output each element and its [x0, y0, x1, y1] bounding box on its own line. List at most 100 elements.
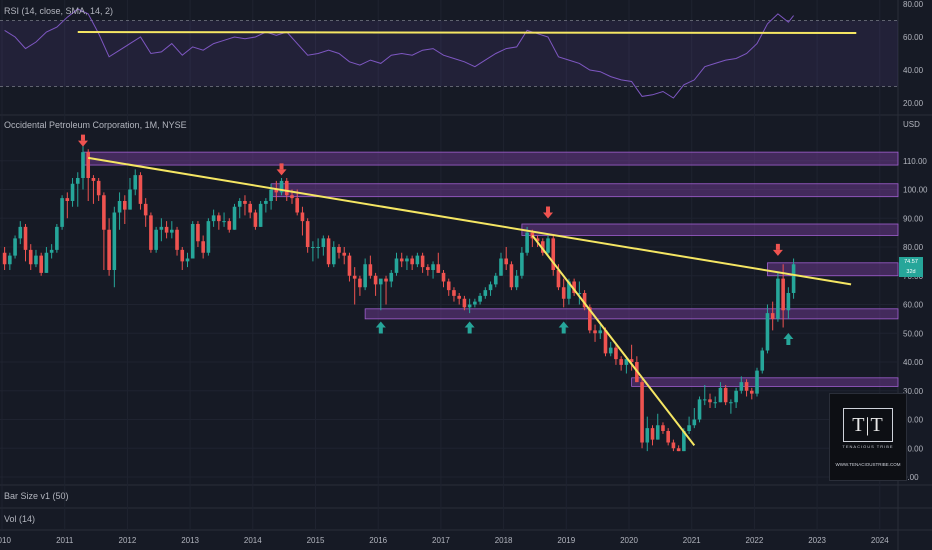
candle-body: [473, 301, 477, 305]
candle-body: [133, 175, 138, 190]
candle-body: [274, 189, 279, 193]
candle-body: [697, 399, 702, 420]
candle-body: [520, 252, 524, 276]
arrow-up-icon: [467, 327, 472, 334]
candle-body: [676, 448, 681, 452]
candle-body: [420, 255, 425, 268]
candle-body: [201, 241, 205, 253]
bar-size-pane-title: Bar Size v1 (50): [4, 491, 69, 501]
resistance-zone: [767, 262, 899, 277]
candle-body: [593, 330, 597, 334]
candle-body: [457, 295, 461, 299]
candle-body: [687, 425, 691, 431]
price-tick-label: 80.00: [903, 243, 924, 252]
candle-body: [514, 275, 519, 288]
candle-body: [765, 313, 770, 351]
rsi-tick-label: 20.00: [903, 99, 924, 108]
last-price-tag: 74.57 32d: [899, 257, 923, 277]
candle-body: [217, 215, 221, 222]
candle-body: [284, 180, 289, 196]
time-tick-label: 2016: [369, 536, 387, 545]
candle-body: [682, 431, 686, 452]
candle-body: [102, 195, 106, 230]
candle-body: [227, 221, 232, 230]
rsi-background: [0, 0, 932, 115]
time-tick-label: 2015: [307, 536, 325, 545]
candle-body: [572, 281, 576, 293]
candle-body: [232, 206, 237, 230]
candle-body: [331, 247, 336, 265]
candle-body: [394, 258, 399, 273]
arrow-up-icon: [558, 321, 569, 328]
candle-body: [483, 290, 488, 296]
time-tick-label: 2013: [181, 536, 199, 545]
time-tick-label: 2018: [495, 536, 513, 545]
resistance-zone: [270, 183, 899, 198]
time-tick-label: 2011: [56, 536, 74, 545]
candle-body: [13, 238, 17, 256]
candle-body: [49, 249, 54, 253]
arrow-up-icon: [786, 339, 791, 345]
candle-body: [347, 255, 352, 276]
candle-body: [540, 241, 545, 253]
candle-body: [81, 152, 85, 178]
candle-body: [666, 431, 670, 443]
candle-body: [488, 284, 493, 291]
candle-body: [734, 390, 738, 403]
rsi-tick-label: 40.00: [903, 66, 924, 75]
rsi-band: [0, 20, 898, 87]
candle-body: [598, 330, 603, 334]
rsi-title: RSI (14, close, SMA, 14, 2): [4, 6, 114, 16]
logo-url: WWW.TENACIOUSTRIBE.COM: [835, 462, 901, 467]
candle-body: [776, 278, 780, 319]
candle-body: [39, 255, 43, 273]
candle-body: [608, 347, 613, 354]
candle-body: [708, 399, 712, 403]
candle-body: [755, 370, 759, 394]
candle-body: [671, 442, 676, 449]
candle-body: [692, 419, 697, 426]
rsi-tick-label: 60.00: [903, 33, 924, 42]
candle-body: [577, 293, 582, 294]
candle-body: [379, 278, 383, 285]
time-tick-label: 2020: [620, 536, 638, 545]
price-tick-label: 10.00: [903, 444, 924, 453]
candle-body: [138, 175, 143, 204]
price-tick-label: 110.00: [903, 157, 927, 166]
candle-body: [582, 293, 587, 308]
time-axis: 2010 2011 2012 2013 2014 2015 2016 2017 2018 2019…: [0, 536, 889, 545]
candle-body: [60, 198, 64, 227]
candle-body: [525, 232, 529, 253]
candle-body: [603, 330, 608, 354]
candle-body: [237, 201, 242, 207]
arrow-down-icon: [80, 134, 85, 141]
price-tick-label: 20.00: [903, 416, 924, 425]
arrow-up-icon: [464, 321, 475, 328]
candle-body: [739, 382, 744, 391]
rsi-panel: 80.00 60.00 40.00 20.00: [0, 0, 924, 108]
candle-body: [159, 226, 164, 230]
price-tick-label: 100.00: [903, 186, 928, 195]
candle-body: [34, 255, 38, 265]
resistance-zone: [521, 223, 899, 236]
candle-body: [478, 295, 482, 302]
candle-body: [713, 402, 718, 404]
candle-body: [248, 203, 252, 213]
price-tick-label: 60.00: [903, 301, 924, 310]
resistance-zone: [364, 308, 899, 320]
chart-title: Occidental Petroleum Corporation, 1M, NY…: [4, 120, 187, 130]
candle-body: [436, 264, 441, 273]
candle-body: [295, 198, 300, 213]
candle-body: [729, 402, 733, 404]
candle-body: [55, 226, 59, 250]
candle-body: [384, 278, 388, 282]
time-tick-label: 2023: [808, 536, 826, 545]
rsi-level-line: [77, 31, 857, 35]
candle-body: [311, 247, 315, 248]
candle-body: [28, 249, 33, 265]
candle-body: [112, 212, 117, 270]
candle-body: [222, 221, 226, 223]
time-tick-label: 2012: [119, 536, 137, 545]
candle-body: [107, 229, 111, 270]
